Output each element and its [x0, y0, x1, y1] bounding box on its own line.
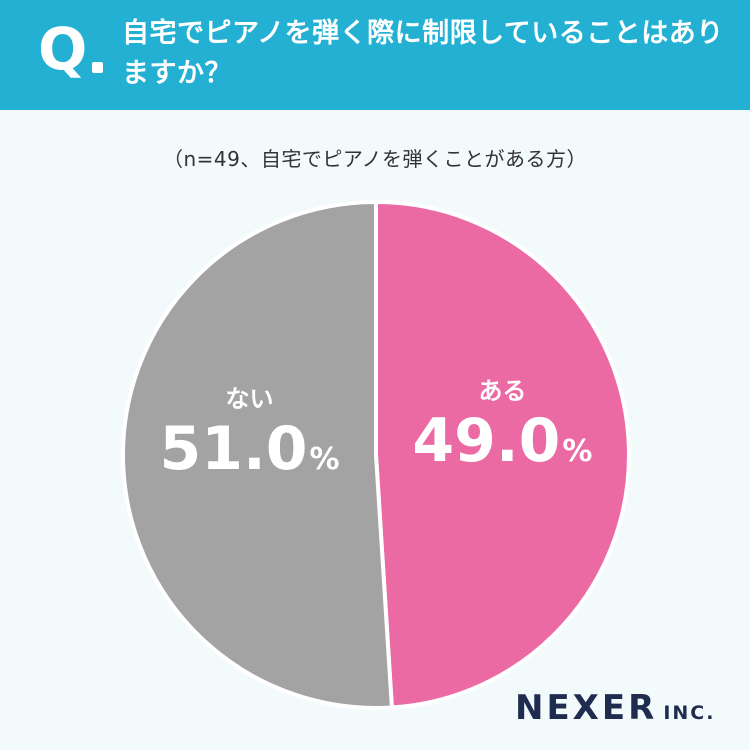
slice-name-aru: ある — [478, 377, 527, 406]
slice-label-nai: ない 51.0% — [130, 384, 370, 484]
slice-value-aru: 49.0 — [412, 406, 561, 477]
logo-sub: INC. — [663, 702, 716, 724]
slice-unit-nai: % — [309, 441, 340, 477]
slice-value-nai: 51.0 — [159, 413, 308, 484]
q-mark: Q — [38, 15, 88, 83]
sample-note: （n=49、自宅でピアノを弾くことがある方） — [162, 147, 588, 171]
slice-name-nai: ない — [225, 384, 274, 413]
question-text: 自宅でピアノを弾く際に制限していることはありますか？ — [122, 18, 724, 89]
slice-unit-aru: % — [562, 434, 593, 470]
question-header: Q 自宅でピアノを弾く際に制限していることはありますか？ — [0, 0, 750, 110]
q-dot-icon — [92, 62, 103, 73]
slice-label-aru: ある 49.0% — [382, 376, 622, 476]
logo-main: NEXER — [515, 688, 658, 728]
nexer-logo: NEXER INC. — [515, 688, 715, 728]
slice-nai — [121, 200, 394, 710]
slice-aru — [374, 200, 631, 710]
